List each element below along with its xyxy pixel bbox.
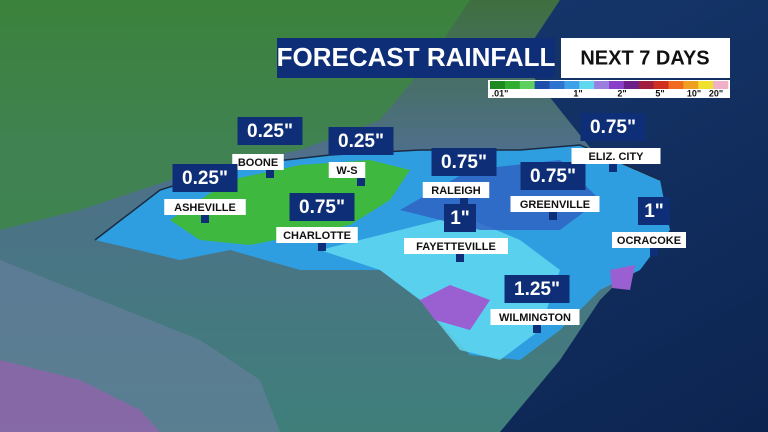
- city-label-box: [276, 227, 358, 243]
- rain-amount: 0.75": [441, 152, 487, 173]
- amount-box: [580, 113, 646, 141]
- legend-swatch: [594, 81, 610, 89]
- city-dot: [650, 248, 658, 256]
- city-name: FAYETTEVILLE: [416, 241, 496, 253]
- city-label-box: [510, 196, 600, 212]
- rain-purple-south: [0, 360, 160, 432]
- amount-box: [328, 127, 394, 155]
- city-dot: [318, 243, 326, 251]
- rain-amount: 0.75": [530, 166, 576, 187]
- legend-swatch: [698, 81, 714, 89]
- city-dot: [201, 215, 209, 223]
- city-label-box: [232, 154, 284, 170]
- rain-amount: 0.75": [590, 117, 636, 138]
- city-label-box: [328, 162, 366, 178]
- rain-amount: 1.25": [514, 279, 560, 300]
- title-box: [277, 38, 555, 78]
- legend-swatch: [579, 81, 595, 89]
- legend-swatch: [653, 81, 669, 89]
- city-label-box: [422, 182, 490, 198]
- city-name: CHARLOTTE: [283, 230, 351, 242]
- city-dot: [609, 164, 617, 172]
- city-label-box: [164, 199, 246, 215]
- amount-box: [431, 148, 497, 176]
- city-dot: [549, 212, 557, 220]
- amount-box: [504, 275, 570, 303]
- city-label-box: [612, 232, 686, 248]
- legend-swatch: [609, 81, 625, 89]
- title: FORECAST RAINFALL: [277, 42, 556, 72]
- legend-label: 1": [573, 88, 582, 98]
- nc-rain-purple: [420, 285, 490, 330]
- amount-box: [520, 162, 586, 190]
- legend-swatch: [504, 81, 521, 89]
- rain-amount: 1": [450, 208, 470, 229]
- rain-amount: 1": [644, 201, 664, 222]
- amount-box: [172, 164, 238, 192]
- rain-amount: 0.25": [247, 121, 293, 142]
- subtitle-box: [561, 38, 730, 78]
- rain-amount: 0.75": [299, 197, 345, 218]
- legend-swatch: [668, 81, 684, 89]
- amount-box: [638, 197, 670, 225]
- legend-swatch: [534, 81, 550, 89]
- city-name: GREENVILLE: [520, 199, 590, 211]
- legend-swatch: [564, 81, 580, 89]
- legend-swatch: [623, 81, 640, 89]
- city-name: ASHEVILLE: [174, 202, 236, 214]
- cities: BOONE 0.25" W-S 0.25" ASHEVILLE 0.25" CHARLOTT…: [164, 113, 686, 333]
- legend-swatch: [713, 81, 729, 89]
- legend-label: 5": [655, 88, 664, 98]
- legend-label: 2": [617, 88, 626, 98]
- rain-amount: 0.25": [338, 131, 384, 152]
- city-label-box: [571, 148, 661, 164]
- city-name: OCRACOKE: [617, 235, 681, 247]
- legend-label: .01": [492, 88, 509, 98]
- amount-box: [237, 117, 303, 145]
- city-dot: [266, 170, 274, 178]
- city-name: BOONE: [238, 157, 278, 169]
- legend-swatch: [638, 81, 654, 89]
- city-name: ELIZ. CITY: [589, 151, 645, 163]
- legend-swatch: [549, 81, 565, 89]
- city-dot: [357, 178, 365, 186]
- coast-rain-purple: [610, 265, 635, 290]
- amount-box: [289, 193, 355, 221]
- legend: .01" 1" 2" 5" 10" 20": [490, 81, 729, 98]
- legend-swatch: [519, 81, 535, 89]
- subtitle: NEXT 7 DAYS: [580, 47, 709, 69]
- city-name: RALEIGH: [431, 185, 481, 197]
- city-label-box: [404, 238, 508, 254]
- legend-swatch: [490, 81, 506, 89]
- city-label-box: [490, 309, 580, 325]
- amount-box: [444, 204, 476, 232]
- legend-label: 10": [687, 88, 701, 98]
- city-name: W-S: [336, 165, 357, 177]
- city-dot: [533, 325, 541, 333]
- city-dot: [456, 254, 464, 262]
- city-name: WILMINGTON: [499, 312, 571, 324]
- legend-swatch: [683, 81, 699, 89]
- rain-amount: 0.25": [182, 168, 228, 189]
- legend-label: 20": [709, 88, 723, 98]
- city-dot: [460, 198, 468, 206]
